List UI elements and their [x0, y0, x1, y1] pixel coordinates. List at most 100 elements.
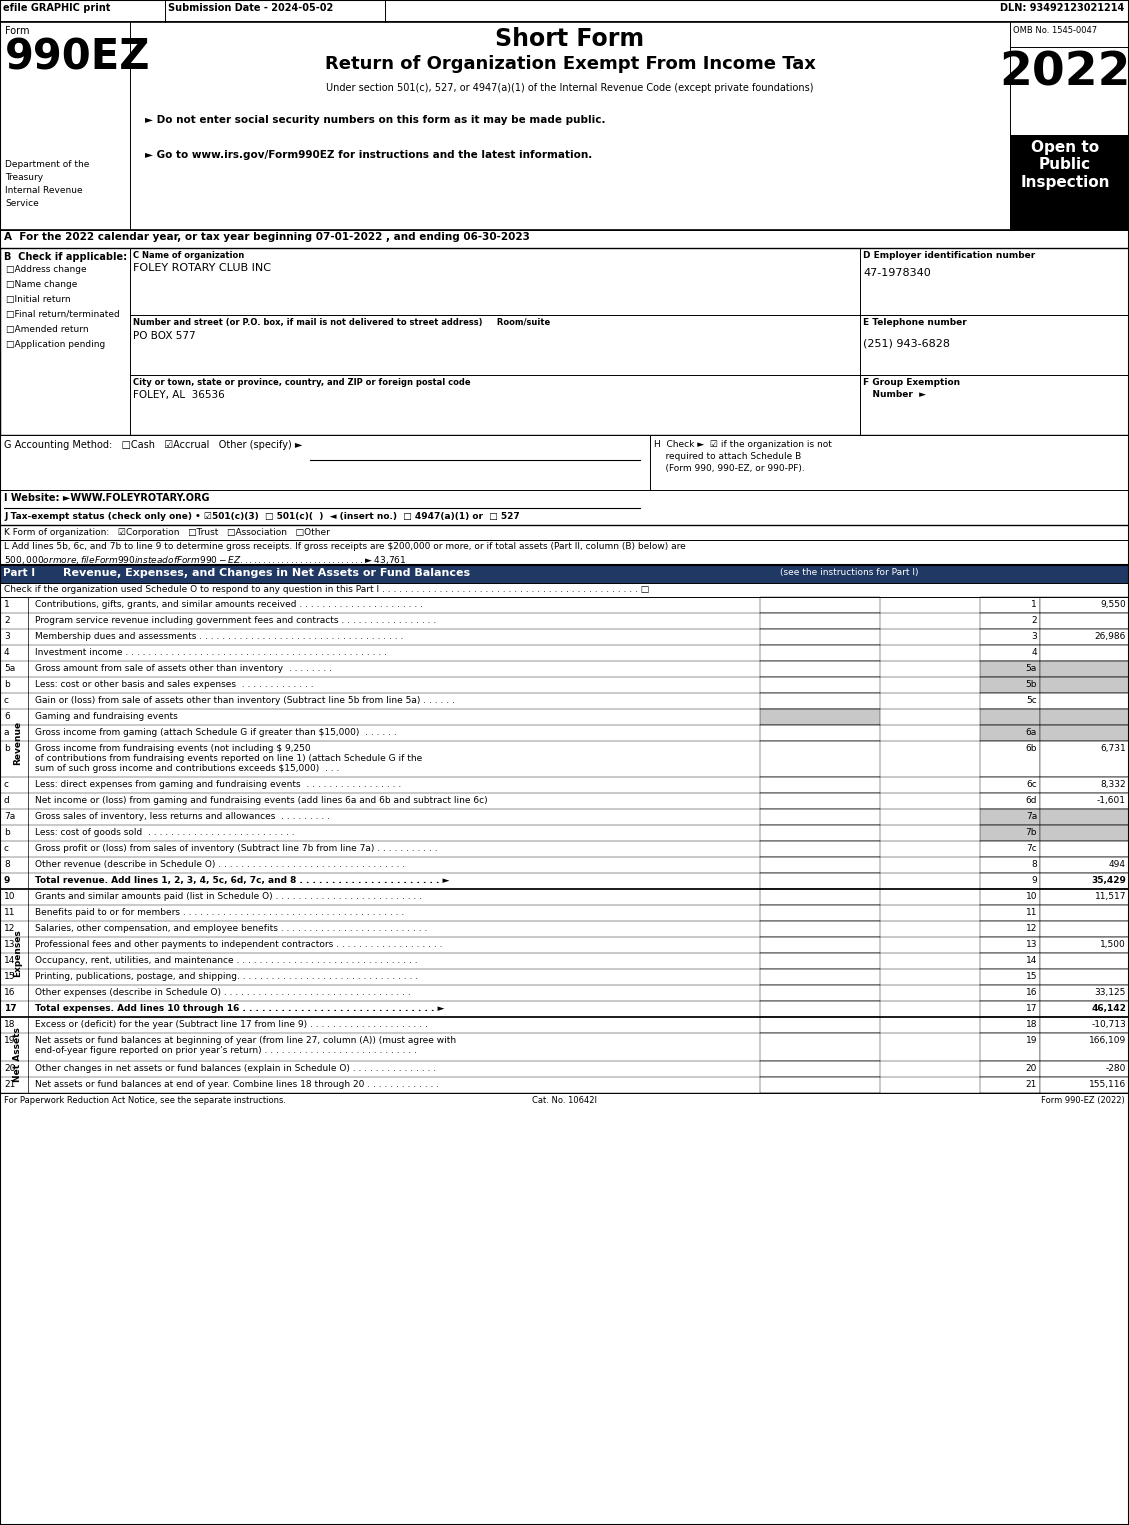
Text: Treasury: Treasury — [5, 172, 43, 181]
Text: 13: 13 — [5, 939, 16, 949]
Text: Number and street (or P.O. box, if mail is not delivered to street address)     : Number and street (or P.O. box, if mail … — [133, 319, 550, 326]
Bar — [980, 596, 1040, 613]
Bar — [0, 490, 1129, 509]
Text: Total revenue. Add lines 1, 2, 3, 4, 5c, 6d, 7c, and 8 . . . . . . . . . . . . .: Total revenue. Add lines 1, 2, 3, 4, 5c,… — [35, 875, 449, 884]
Text: D Employer identification number: D Employer identification number — [863, 252, 1035, 259]
Text: Net assets or fund balances at beginning of year (from line 27, column (A)) (mus: Net assets or fund balances at beginning… — [35, 1035, 456, 1045]
Text: c: c — [5, 843, 9, 852]
Bar — [0, 21, 1129, 230]
Text: Revenue, Expenses, and Changes in Net Assets or Fund Balances: Revenue, Expenses, and Changes in Net As… — [63, 567, 470, 578]
Text: Total expenses. Add lines 10 through 16 . . . . . . . . . . . . . . . . . . . . : Total expenses. Add lines 10 through 16 … — [35, 1003, 445, 1013]
Text: 35,429: 35,429 — [1091, 875, 1126, 884]
Text: 6b: 6b — [1025, 744, 1038, 753]
Text: b: b — [5, 744, 10, 753]
Text: 8,332: 8,332 — [1101, 779, 1126, 788]
Text: 33,125: 33,125 — [1095, 988, 1126, 997]
Text: Printing, publications, postage, and shipping. . . . . . . . . . . . . . . . . .: Printing, publications, postage, and shi… — [35, 971, 418, 981]
Text: 7c: 7c — [1026, 843, 1038, 852]
Text: J Tax-exempt status (check only one) • ☑501(c)(3)  □ 501(c)(  )  ◄ (insert no.) : J Tax-exempt status (check only one) • ☑… — [5, 512, 519, 522]
Bar — [980, 709, 1040, 724]
Text: For Paperwork Reduction Act Notice, see the separate instructions.: For Paperwork Reduction Act Notice, see … — [5, 1096, 286, 1106]
Bar — [760, 904, 879, 921]
Text: ► Go to www.irs.gov/Form990EZ for instructions and the latest information.: ► Go to www.irs.gov/Form990EZ for instru… — [145, 149, 593, 160]
Text: 5b: 5b — [1025, 680, 1038, 689]
Text: 1: 1 — [1031, 599, 1038, 608]
Text: 7b: 7b — [1025, 828, 1038, 837]
Text: 14: 14 — [5, 956, 16, 965]
Text: E Telephone number: E Telephone number — [863, 319, 966, 326]
Bar — [1040, 921, 1129, 936]
Bar — [980, 1077, 1040, 1093]
Bar — [1040, 857, 1129, 872]
Bar — [980, 889, 1040, 904]
Text: □Initial return: □Initial return — [6, 294, 71, 303]
Text: 9: 9 — [5, 875, 10, 884]
Bar — [980, 741, 1040, 778]
Bar — [1040, 953, 1129, 968]
Text: Contributions, gifts, grants, and similar amounts received . . . . . . . . . . .: Contributions, gifts, grants, and simila… — [35, 599, 423, 608]
Text: 2022: 2022 — [999, 50, 1129, 95]
Bar — [760, 778, 879, 793]
Text: Less: cost or other basis and sales expenses  . . . . . . . . . . . . .: Less: cost or other basis and sales expe… — [35, 680, 314, 689]
Text: 8: 8 — [1031, 860, 1038, 869]
Text: Less: direct expenses from gaming and fundraising events  . . . . . . . . . . . : Less: direct expenses from gaming and fu… — [35, 779, 401, 788]
Text: Gross amount from sale of assets other than inventory  . . . . . . . .: Gross amount from sale of assets other t… — [35, 663, 332, 673]
Text: 3: 3 — [5, 631, 10, 640]
Bar — [1040, 741, 1129, 778]
Bar — [1040, 1077, 1129, 1093]
Bar — [760, 793, 879, 808]
Text: 9,550: 9,550 — [1101, 599, 1126, 608]
Text: □Final return/terminated: □Final return/terminated — [6, 310, 120, 319]
Text: Investment income . . . . . . . . . . . . . . . . . . . . . . . . . . . . . . . : Investment income . . . . . . . . . . . … — [35, 648, 387, 657]
Text: Form 990-EZ (2022): Form 990-EZ (2022) — [1041, 1096, 1124, 1106]
Text: Other expenses (describe in Schedule O) . . . . . . . . . . . . . . . . . . . . : Other expenses (describe in Schedule O) … — [35, 988, 411, 997]
Bar — [1040, 825, 1129, 840]
Bar — [1040, 1061, 1129, 1077]
Text: C Name of organization: C Name of organization — [133, 252, 244, 259]
Bar — [980, 1000, 1040, 1017]
Bar — [760, 808, 879, 825]
Bar — [0, 230, 1129, 249]
Text: Form: Form — [5, 26, 29, 37]
Text: 18: 18 — [1025, 1020, 1038, 1029]
Text: 16: 16 — [1025, 988, 1038, 997]
Bar — [1040, 1032, 1129, 1061]
Text: Benefits paid to or for members . . . . . . . . . . . . . . . . . . . . . . . . : Benefits paid to or for members . . . . … — [35, 907, 404, 917]
Bar — [980, 872, 1040, 889]
Bar — [1040, 936, 1129, 953]
Text: □Name change: □Name change — [6, 281, 78, 290]
Text: □Address change: □Address change — [6, 265, 87, 274]
Text: b: b — [5, 828, 10, 837]
Bar — [760, 857, 879, 872]
Bar — [760, 840, 879, 857]
Bar — [1040, 840, 1129, 857]
Text: 166,109: 166,109 — [1088, 1035, 1126, 1045]
Bar — [760, 709, 879, 724]
Bar — [760, 985, 879, 1000]
Text: 15: 15 — [5, 971, 16, 981]
Text: Less: cost of goods sold  . . . . . . . . . . . . . . . . . . . . . . . . . .: Less: cost of goods sold . . . . . . . .… — [35, 828, 295, 837]
Text: Short Form: Short Form — [496, 27, 645, 50]
Bar — [760, 677, 879, 692]
Text: Internal Revenue: Internal Revenue — [5, 186, 82, 195]
Text: 155,116: 155,116 — [1088, 1080, 1126, 1089]
Text: Excess or (deficit) for the year (Subtract line 17 from line 9) . . . . . . . . : Excess or (deficit) for the year (Subtra… — [35, 1020, 428, 1029]
Text: Open to
Public
Inspection: Open to Public Inspection — [1021, 140, 1110, 189]
Bar — [1040, 793, 1129, 808]
Text: 16: 16 — [5, 988, 16, 997]
Text: 21: 21 — [1025, 1080, 1038, 1089]
Text: 10: 10 — [1025, 892, 1038, 901]
Bar — [760, 645, 879, 660]
Bar — [760, 872, 879, 889]
Text: $500,000 or more, file Form 990 instead of Form 990-EZ . . . . . . . . . . . . .: $500,000 or more, file Form 990 instead … — [5, 554, 406, 566]
Text: Net income or (loss) from gaming and fundraising events (add lines 6a and 6b and: Net income or (loss) from gaming and fun… — [35, 796, 488, 805]
Bar — [1010, 136, 1129, 230]
Text: 26,986: 26,986 — [1095, 631, 1126, 640]
Text: 8: 8 — [5, 860, 10, 869]
Text: Membership dues and assessments . . . . . . . . . . . . . . . . . . . . . . . . : Membership dues and assessments . . . . … — [35, 631, 403, 640]
Bar — [980, 968, 1040, 985]
Bar — [980, 660, 1040, 677]
Text: 2: 2 — [1032, 616, 1038, 625]
Text: Department of the: Department of the — [5, 160, 89, 169]
Text: ► Do not enter social security numbers on this form as it may be made public.: ► Do not enter social security numbers o… — [145, 114, 605, 125]
